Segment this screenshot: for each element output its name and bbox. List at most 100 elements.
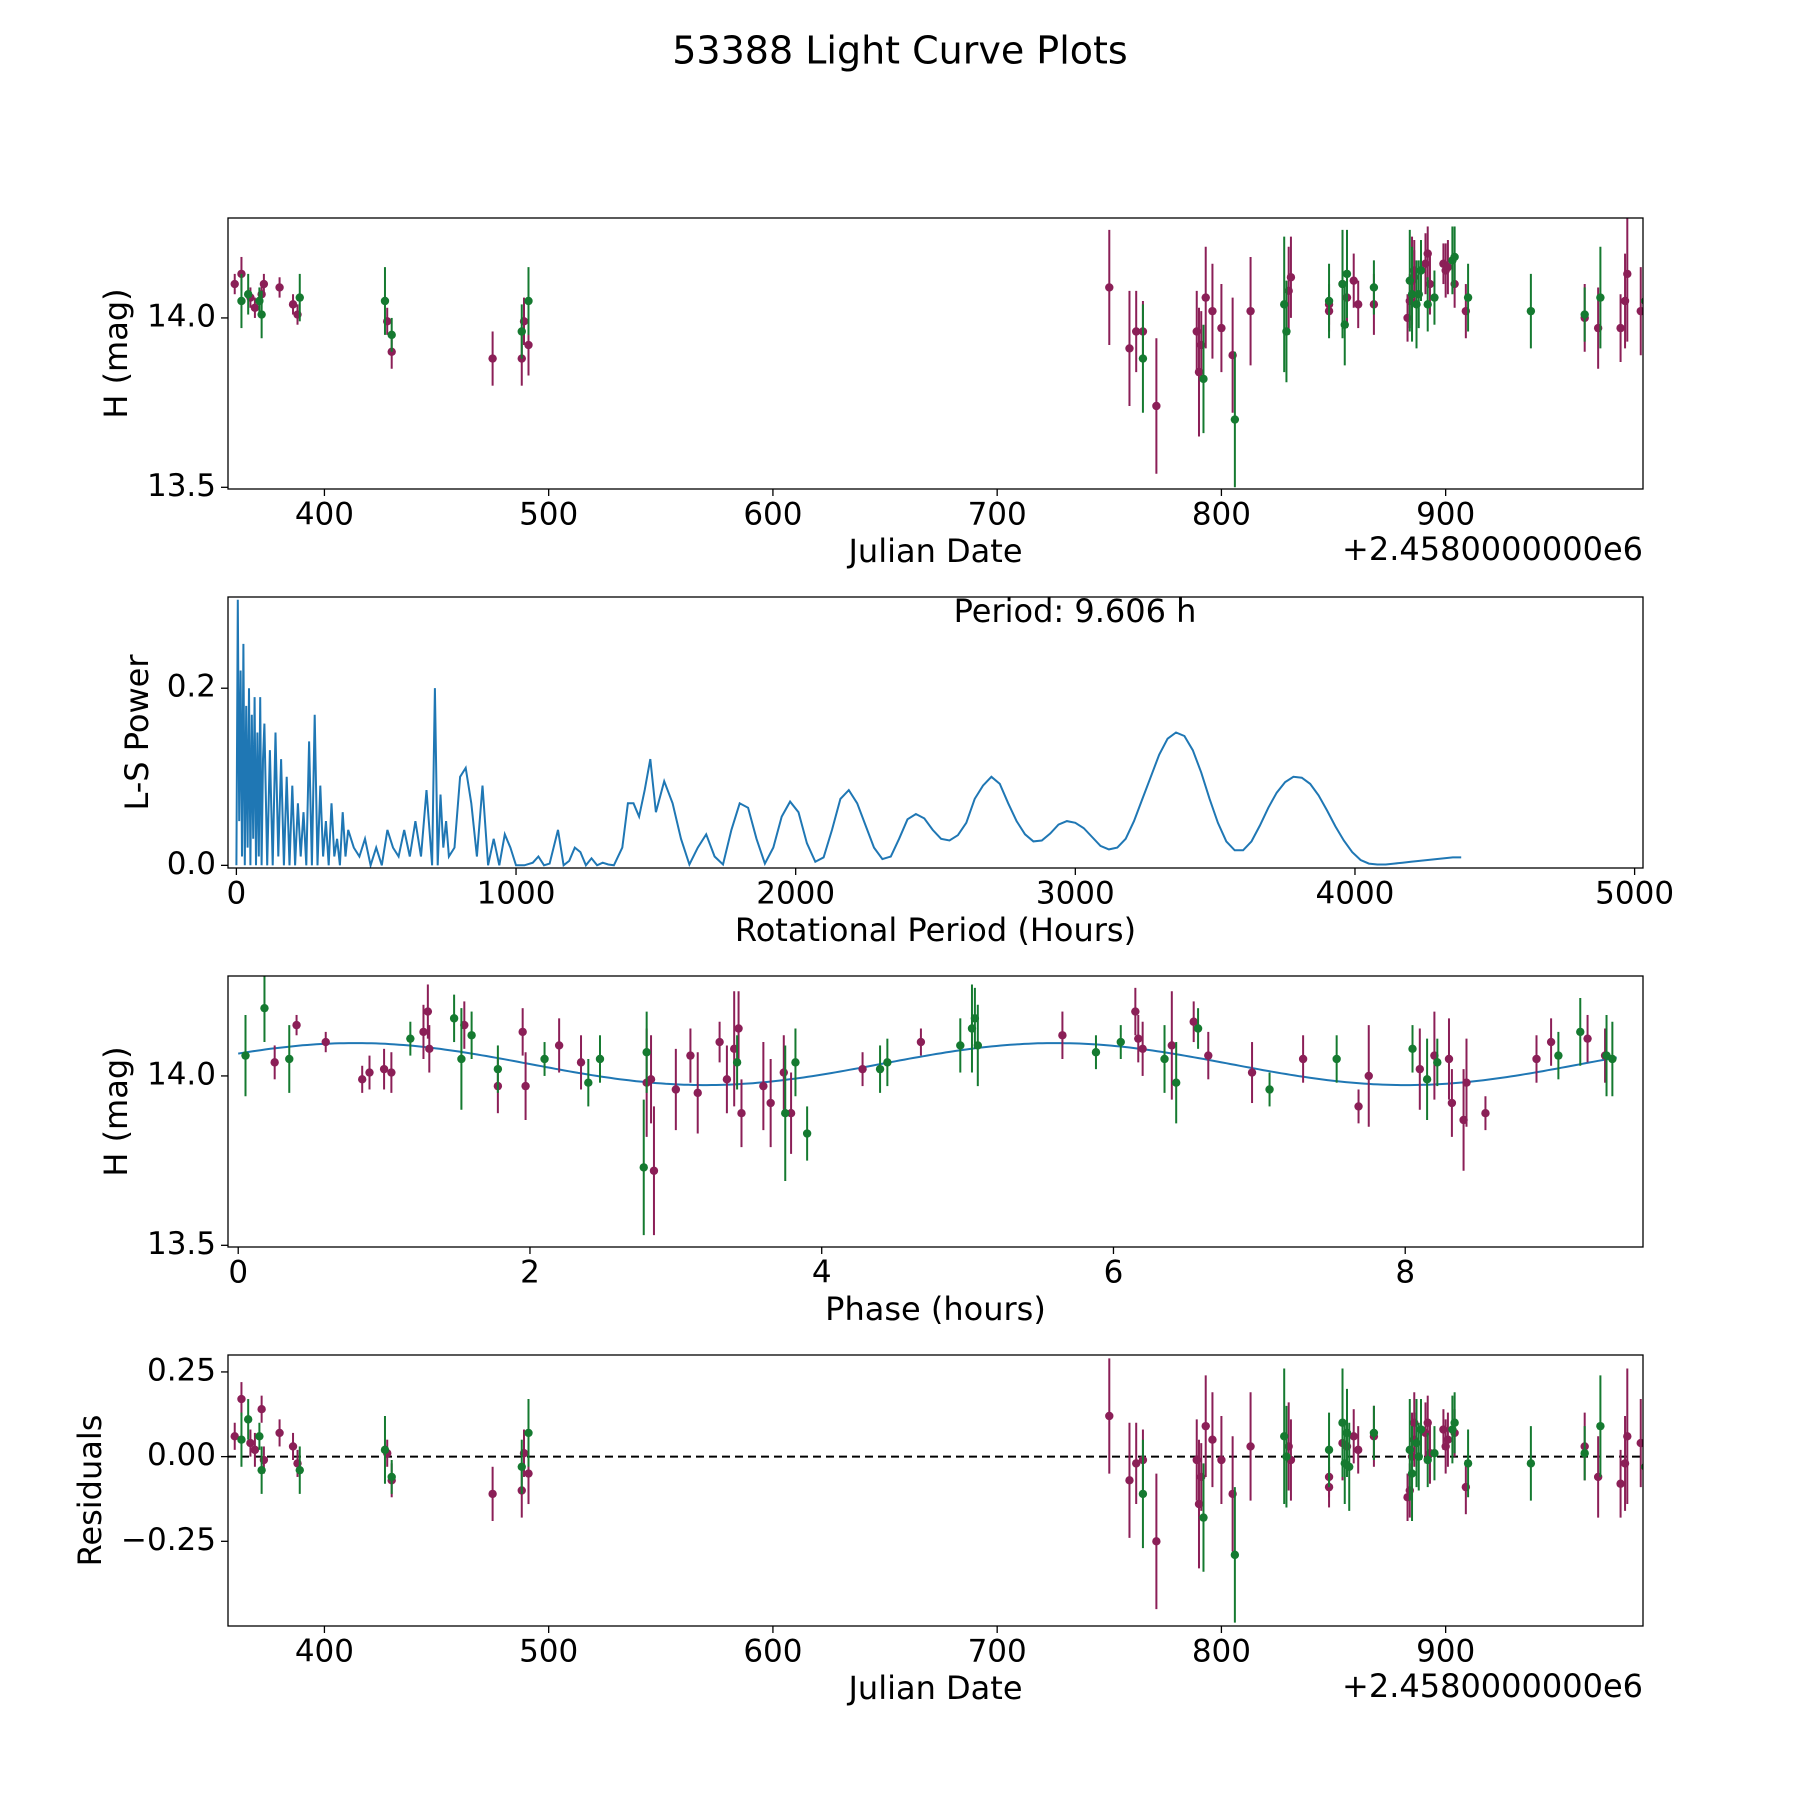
data-point	[1189, 1017, 1198, 1026]
x-tick-label: 800	[1192, 1634, 1251, 1670]
data-point	[1230, 415, 1240, 424]
y-tick-label: 0.0	[167, 846, 216, 882]
x-axis-label: Julian Date	[846, 1669, 1022, 1707]
data-point	[467, 1031, 476, 1040]
data-point	[1416, 1425, 1426, 1434]
data-point	[646, 1075, 656, 1084]
data-point	[1643, 1452, 1651, 1460]
data-point	[1369, 1428, 1379, 1438]
data-point	[639, 1163, 648, 1172]
data-point	[1481, 1108, 1490, 1118]
data-point	[584, 1078, 593, 1087]
data-point	[1616, 323, 1625, 333]
data-point	[260, 1003, 269, 1013]
data-point	[1415, 1064, 1425, 1074]
data-point	[1171, 1078, 1181, 1087]
data-point	[425, 1044, 434, 1054]
data-point	[524, 296, 533, 306]
data-point	[1583, 1034, 1592, 1043]
data-point	[1616, 1479, 1625, 1488]
data-point	[423, 1007, 433, 1016]
x-tick-label: 2000	[756, 876, 835, 912]
data-point	[406, 1034, 415, 1043]
data-point	[715, 1037, 724, 1047]
data-point	[734, 1024, 743, 1033]
data-point	[1345, 1462, 1354, 1471]
data-point	[802, 1129, 812, 1138]
data-point	[1408, 1044, 1417, 1054]
data-point	[1444, 1054, 1454, 1064]
data-point	[649, 1166, 659, 1175]
data-point	[230, 1432, 239, 1441]
data-point	[518, 1027, 527, 1037]
x-tick-label: 4000	[1316, 876, 1395, 912]
data-point	[722, 1075, 732, 1084]
data-point	[243, 290, 253, 299]
data-point	[1596, 293, 1605, 302]
data-point	[1246, 306, 1255, 316]
data-point	[1230, 1550, 1240, 1560]
data-point	[1423, 300, 1432, 309]
data-point	[270, 1058, 279, 1067]
data-point	[1160, 1054, 1169, 1064]
data-point	[1576, 1027, 1585, 1037]
x-tick-label: 1000	[477, 876, 556, 912]
y-tick-label: 13.5	[147, 468, 216, 504]
data-point	[1105, 283, 1114, 292]
data-point	[1332, 1054, 1341, 1064]
data-point	[275, 283, 284, 292]
x-tick-label: 800	[1192, 497, 1251, 533]
data-point	[1532, 1054, 1541, 1064]
data-point	[259, 279, 269, 289]
data-point	[257, 1465, 266, 1475]
data-point	[493, 1064, 503, 1074]
data-point	[1554, 1051, 1563, 1060]
data-point	[1286, 273, 1296, 282]
data-point	[1354, 1102, 1363, 1111]
x-tick-label: 700	[968, 497, 1027, 533]
data-point	[517, 1462, 526, 1471]
x-tick-label: 2	[520, 1255, 540, 1291]
phase-folded-panel: 0 2 4 6 8 13.5 14.0 Phase (hours) H (mag)	[97, 975, 1644, 1328]
data-point	[686, 1051, 695, 1060]
x-axis-label: Phase (hours)	[825, 1290, 1046, 1328]
data-point	[1433, 1058, 1442, 1067]
data-point	[737, 1108, 746, 1118]
data-point	[671, 1085, 681, 1094]
axes-frame	[227, 596, 1644, 869]
light-curve-panel: 400 500 600 700 800 900 13.5 14.0 Julian Date H (…	[97, 217, 1644, 570]
data-point	[1132, 1459, 1141, 1468]
data-point	[387, 1472, 396, 1482]
x-axis-label: Rotational Period (Hours)	[735, 911, 1136, 949]
data-point	[1463, 293, 1473, 302]
axes-frame	[227, 217, 1644, 490]
data-point	[540, 1054, 549, 1064]
data-point	[1152, 1537, 1161, 1546]
data-point	[1282, 1452, 1291, 1461]
data-point	[255, 1432, 264, 1441]
data-point	[1580, 310, 1589, 319]
data-point	[973, 1041, 983, 1050]
data-point	[488, 1489, 497, 1499]
periodogram-power-line	[235, 599, 1462, 868]
periodogram-annotation: Period: 9.606 h	[954, 592, 1197, 630]
data-point	[1349, 276, 1358, 285]
data-point	[358, 1075, 367, 1084]
x-axis-label: Julian Date	[846, 532, 1022, 570]
data-point	[883, 1058, 892, 1067]
y-tick-label: 0.25	[147, 1352, 216, 1388]
x-tick-label: 900	[1416, 1634, 1475, 1670]
data-point	[1201, 1421, 1210, 1431]
periodogram-panel: 0 1000 2000 3000 4000 5000 0.0 0.2 Rotational Pe…	[118, 596, 1674, 949]
x-offset-label: +2.4580000000e6	[1342, 1667, 1643, 1705]
data-point	[1369, 283, 1379, 292]
y-axis-label: Residuals	[71, 1415, 109, 1567]
data-point	[379, 1064, 389, 1074]
data-point	[1208, 306, 1217, 316]
data-point	[380, 1445, 390, 1455]
x-tick-label: 600	[743, 497, 802, 533]
data-point	[1282, 327, 1291, 336]
data-point	[1623, 1432, 1632, 1441]
x-tick-label: 400	[295, 1634, 354, 1670]
data-point	[321, 1037, 330, 1047]
